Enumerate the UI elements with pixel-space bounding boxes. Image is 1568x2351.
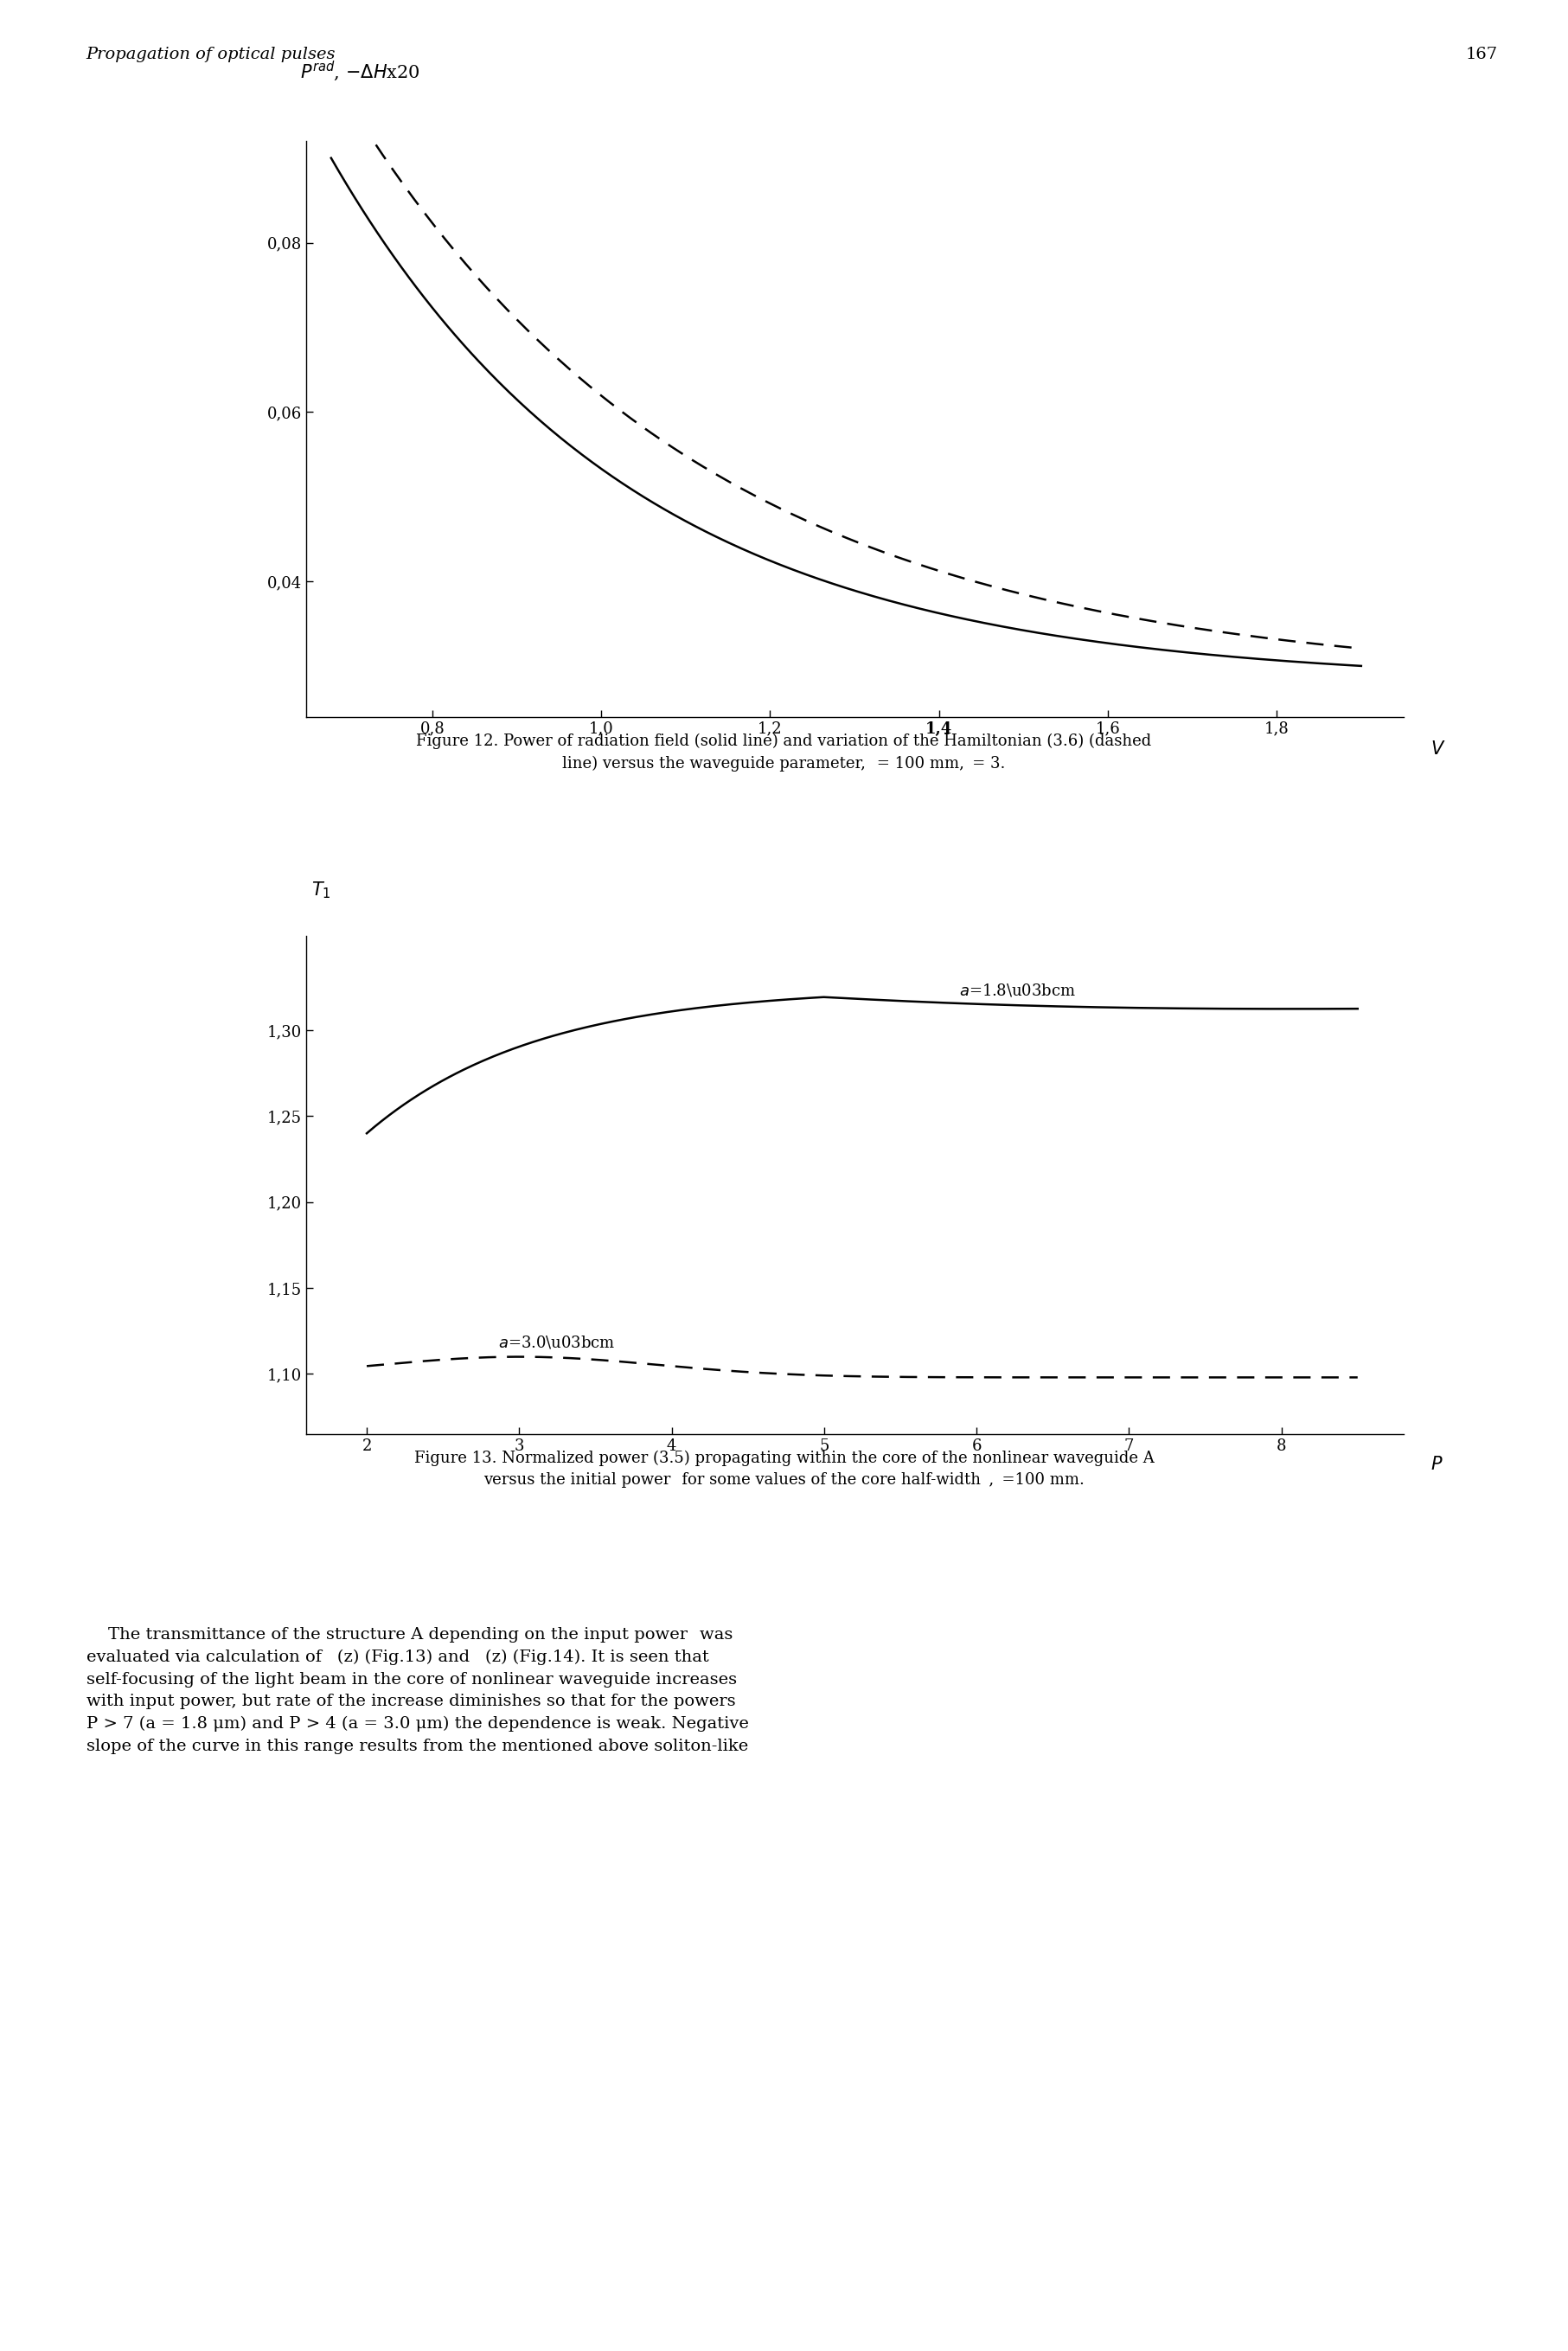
Text: Figure 12. Power of radiation field (solid line) and variation of the Hamiltonia: Figure 12. Power of radiation field (sol… [417,734,1151,771]
Text: $V$: $V$ [1432,741,1446,757]
Text: $a$=3.0\u03bcm: $a$=3.0\u03bcm [499,1333,615,1349]
Text: $\mathit{T}_1$: $\mathit{T}_1$ [312,879,331,900]
Text: $a$=1.8\u03bcm: $a$=1.8\u03bcm [960,983,1076,999]
Text: The transmittance of the structure A depending on the input power   was
evaluate: The transmittance of the structure A dep… [86,1627,748,1754]
Text: 167: 167 [1466,47,1497,61]
Text: Propagation of optical pulses: Propagation of optical pulses [86,47,336,61]
Text: $P$: $P$ [1432,1455,1444,1472]
Text: $\mathit{P}^{rad}$, $-\Delta\mathit{H}$x20: $\mathit{P}^{rad}$, $-\Delta\mathit{H}$x… [301,59,420,82]
Text: Figure 13. Normalized power (3.5) propagating within the core of the nonlinear w: Figure 13. Normalized power (3.5) propag… [414,1451,1154,1488]
